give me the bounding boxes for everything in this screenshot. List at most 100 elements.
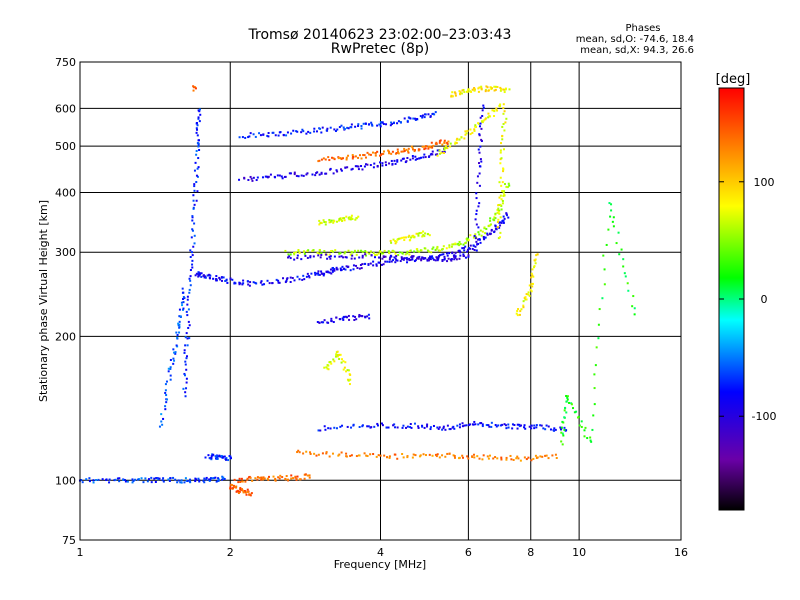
echo-point — [242, 279, 245, 282]
echo-point — [462, 243, 465, 246]
echo-point — [209, 274, 212, 277]
echo-point — [352, 268, 355, 271]
y-tick-label: 300 — [55, 246, 76, 259]
echo-point — [471, 455, 474, 458]
echo-point — [244, 480, 247, 483]
echo-point — [158, 425, 161, 428]
echo-point — [285, 134, 288, 137]
echo-point — [626, 282, 629, 285]
echo-point — [80, 478, 83, 481]
echo-point — [122, 478, 125, 481]
echo-point — [489, 223, 492, 226]
echo-point — [499, 203, 502, 206]
echo-point — [290, 474, 293, 477]
echo-point — [407, 116, 410, 119]
echo-point — [493, 219, 496, 222]
echo-point — [260, 476, 263, 479]
echo-point — [169, 374, 172, 377]
echo-point — [389, 254, 392, 257]
echo-point — [589, 439, 592, 442]
echo-point — [478, 133, 481, 136]
echo-point — [292, 477, 295, 480]
echo-point — [466, 239, 469, 242]
echo-point — [368, 252, 371, 255]
echo-point — [499, 216, 502, 219]
echo-point — [502, 123, 505, 126]
echo-point — [475, 223, 478, 226]
echo-point — [246, 478, 249, 481]
echo-point — [531, 285, 534, 288]
echo-point — [194, 86, 197, 89]
echo-point — [371, 151, 374, 154]
echo-point — [393, 250, 396, 253]
echo-point — [413, 236, 416, 239]
echo-point — [155, 477, 158, 480]
echo-point — [401, 426, 404, 429]
echo-point — [196, 167, 199, 170]
echo-point — [481, 230, 484, 233]
echo-point — [289, 276, 292, 279]
plot-frame — [79, 61, 682, 541]
echo-point — [481, 458, 484, 461]
echo-point — [244, 136, 247, 139]
echo-point — [423, 145, 426, 148]
echo-point — [306, 172, 309, 175]
echo-point — [497, 204, 500, 207]
echo-point — [450, 258, 453, 261]
echo-point — [464, 241, 467, 244]
echo-point — [182, 298, 185, 301]
echo-point — [382, 252, 385, 255]
echo-point — [414, 117, 417, 120]
echo-point — [333, 426, 336, 429]
echo-point — [493, 85, 496, 88]
echo-point — [317, 160, 320, 163]
echo-point — [499, 149, 502, 152]
echo-point — [500, 208, 503, 211]
echo-point — [443, 146, 446, 149]
echo-point — [326, 257, 329, 260]
echo-point — [387, 250, 390, 253]
echo-point — [500, 458, 503, 461]
echo-point — [490, 228, 493, 231]
echo-point — [263, 477, 266, 480]
echo-point — [320, 221, 323, 224]
echo-point — [322, 274, 325, 277]
echo-point — [469, 234, 472, 237]
echo-point — [278, 131, 281, 134]
echo-point — [563, 416, 566, 419]
echo-point — [204, 275, 207, 278]
echo-point — [467, 247, 470, 250]
echo-point — [452, 425, 455, 428]
echo-point — [473, 249, 476, 252]
echo-point — [547, 457, 550, 460]
echo-point — [328, 159, 331, 162]
echo-point — [443, 141, 446, 144]
echo-point — [516, 427, 519, 430]
echo-point — [466, 129, 469, 132]
echo-point — [436, 149, 439, 152]
echo-point — [553, 427, 556, 430]
echo-point — [487, 112, 490, 115]
echo-point — [183, 372, 186, 375]
echo-point — [549, 428, 552, 431]
echo-point — [434, 111, 437, 114]
echo-point — [445, 247, 448, 250]
echo-point — [172, 362, 175, 365]
echo-point — [165, 401, 168, 404]
echo-point — [184, 336, 187, 339]
echo-point — [315, 272, 318, 275]
echo-point — [440, 151, 443, 154]
echo-point — [335, 169, 338, 172]
echo-point — [193, 185, 196, 188]
echo-point — [241, 480, 244, 483]
echo-point — [434, 259, 437, 262]
echo-point — [392, 121, 395, 124]
echo-point — [423, 116, 426, 119]
echo-point — [164, 391, 167, 394]
colorbar-tick-label: 100 — [754, 176, 775, 189]
echo-point — [341, 157, 344, 160]
echo-point — [379, 121, 382, 124]
echo-point — [366, 151, 369, 154]
echo-point — [469, 247, 472, 250]
echo-point — [522, 304, 525, 307]
